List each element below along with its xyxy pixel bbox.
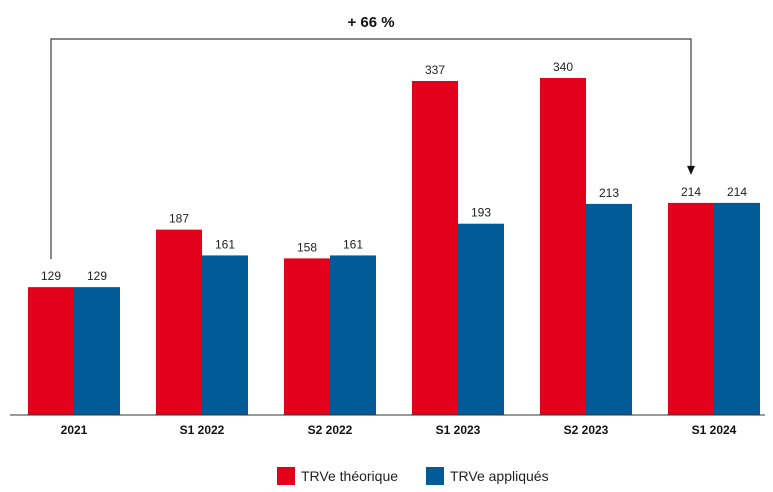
bar-theorique-3 [412,80,458,416]
legend-swatch-theorique [277,467,295,485]
value-label-appliques-4: 213 [599,186,619,200]
x-tick-label-3: S1 2023 [436,423,481,437]
bar-theorique-1 [156,229,202,415]
bar-appliques-2 [330,255,376,415]
value-label-theorique-4: 340 [553,60,573,74]
value-label-theorique-2: 158 [297,240,317,254]
bar-theorique-0 [28,287,74,415]
value-label-appliques-2: 161 [343,237,363,251]
bar-appliques-3 [458,223,504,415]
legend-swatch-appliques [426,467,444,485]
bar-theorique-2 [284,258,330,415]
value-label-theorique-3: 337 [425,63,445,77]
value-label-appliques-0: 129 [87,269,107,283]
value-label-appliques-5: 214 [727,185,747,199]
bar-theorique-4 [540,78,586,415]
value-label-appliques-1: 161 [215,237,235,251]
bars-group [28,78,760,416]
legend-label-appliques: TRVe appliqués [450,468,549,484]
value-labels-group: 129 129 187 161 158 161 337 193 340 213 214 214 [41,60,747,283]
bar-theorique-5 [668,202,714,415]
bar-appliques-4 [586,203,632,415]
x-tick-label-2: S2 2022 [308,423,353,437]
x-tick-label-4: S2 2023 [564,423,609,437]
value-label-theorique-0: 129 [41,269,61,283]
legend-label-theorique: TRVe théorique [301,468,398,484]
bar-appliques-0 [74,287,120,415]
annotation-text: + 66 % [347,14,394,31]
x-tick-label-0: 2021 [61,423,88,437]
bar-appliques-5 [714,202,760,415]
bar-appliques-1 [202,255,248,415]
x-tick-label-1: S1 2022 [180,423,225,437]
annotation-arrow-head [687,165,695,175]
legend: TRVe théorique TRVe appliqués [277,467,549,485]
value-label-theorique-1: 187 [169,212,189,226]
x-tick-labels-group: 2021 S1 2022 S2 2022 S1 2023 S2 2023 S1 2024 [61,423,737,437]
x-tick-label-5: S1 2024 [692,423,737,437]
value-label-theorique-5: 214 [681,185,701,199]
growth-annotation: + 66 % [50,14,695,260]
annotation-bracket-line [50,38,692,260]
value-label-appliques-3: 193 [471,206,491,220]
